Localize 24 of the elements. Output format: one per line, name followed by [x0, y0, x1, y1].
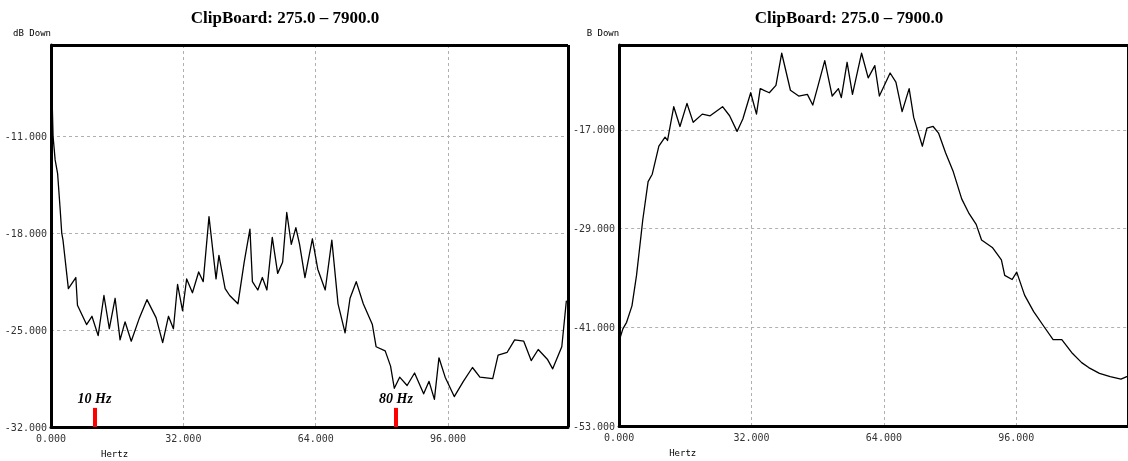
- y-tick-label: -18.000: [4, 227, 47, 239]
- y-tick-label: -17.000: [572, 124, 616, 136]
- y-tick-label: -32.000: [4, 421, 47, 433]
- chart-title: ClipBoard: 275.0 – 7900.0: [190, 8, 380, 27]
- x-tick-label: 0.000: [35, 432, 67, 444]
- y-tick-label: -25.000: [4, 324, 47, 336]
- ref-line-label: 80 Hz: [379, 391, 414, 407]
- y-tick-label: -29.000: [572, 223, 616, 235]
- x-tick-label: 0.000: [604, 431, 635, 443]
- x-tick-label: 96.000: [429, 432, 467, 444]
- x-tick-label: 64.000: [865, 431, 902, 443]
- x-axis-title: Hertz: [669, 447, 697, 458]
- y-tick-label: -53.000: [572, 420, 616, 432]
- y-tick-label: -41.000: [572, 321, 616, 333]
- x-tick-label: 32.000: [733, 431, 770, 443]
- x-tick-label: 32.000: [165, 432, 202, 444]
- chart-title: ClipBoard: 275.0 – 7900.0: [754, 8, 944, 27]
- x-axis-title: Hertz: [101, 448, 129, 459]
- y-axis-title: dB Down: [13, 27, 51, 38]
- y-axis-title: B Down: [586, 27, 620, 38]
- y-tick-label: -11.000: [4, 130, 47, 142]
- ref-line-label: 10 Hz: [77, 391, 112, 407]
- x-tick-label: 96.000: [998, 431, 1035, 443]
- x-tick-label: 64.000: [297, 432, 334, 444]
